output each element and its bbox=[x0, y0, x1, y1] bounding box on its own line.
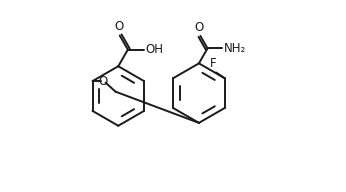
Text: OH: OH bbox=[146, 43, 164, 56]
Text: O: O bbox=[114, 20, 124, 33]
Text: O: O bbox=[195, 21, 204, 34]
Text: NH₂: NH₂ bbox=[224, 42, 246, 55]
Text: O: O bbox=[99, 75, 108, 88]
Text: F: F bbox=[210, 57, 217, 70]
